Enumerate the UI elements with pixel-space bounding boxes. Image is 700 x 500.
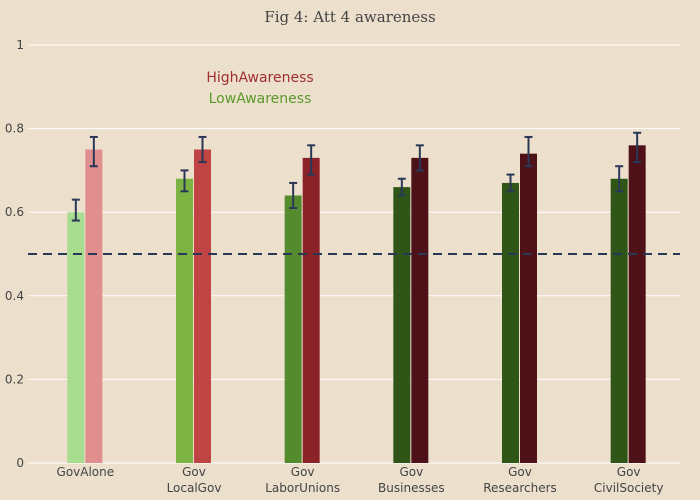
y-tick-label: 1 <box>16 38 24 52</box>
y-axis-ticks: 0 0.2 0.4 0.6 0.8 1 <box>5 38 24 470</box>
x-tick-label: Gov <box>182 465 206 479</box>
x-tick-label: Gov <box>508 465 532 479</box>
error-bar <box>415 144 424 172</box>
error-bars <box>71 131 642 222</box>
bar-highawareness-0 <box>85 149 103 463</box>
error-bar <box>506 173 515 193</box>
y-tick-label: 0 <box>16 456 24 470</box>
x-tick-label: Businesses <box>378 481 445 495</box>
x-tick-label: LaborUnions <box>265 481 340 495</box>
bar-lowawareness-4 <box>502 182 519 463</box>
bar-highawareness-5 <box>628 145 646 463</box>
bar-lowawareness-2 <box>284 195 302 464</box>
error-bar <box>89 135 98 168</box>
bars <box>67 145 646 464</box>
error-bar <box>524 135 533 168</box>
error-bar <box>71 198 80 222</box>
y-tick-label: 0.4 <box>5 289 24 303</box>
x-tick-label: Researchers <box>483 481 557 495</box>
x-tick-label: Gov <box>399 465 423 479</box>
bar-highawareness-3 <box>411 157 429 464</box>
error-bar <box>397 177 406 197</box>
error-bar <box>198 135 207 164</box>
x-axis-ticks: GovAlone Gov LocalGov Gov LaborUnions Gov Busi… <box>57 465 664 495</box>
x-tick-label: LocalGov <box>167 481 222 495</box>
x-tick-label: Gov <box>617 465 641 479</box>
bar-lowawareness-0 <box>67 212 85 463</box>
bar-highawareness-1 <box>194 149 211 463</box>
y-tick-label: 0.8 <box>5 122 24 136</box>
error-bar <box>307 144 316 176</box>
error-bar <box>289 181 298 210</box>
x-tick-label: CivilSociety <box>594 481 664 495</box>
grid-lines <box>28 44 680 464</box>
x-tick-label: Gov <box>291 465 315 479</box>
bar-highawareness-2 <box>302 157 320 464</box>
bar-highawareness-4 <box>520 153 537 463</box>
bar-lowawareness-3 <box>393 187 411 463</box>
error-bar <box>180 169 189 193</box>
legend-entry-highawareness: HighAwareness <box>206 70 313 86</box>
bar-lowawareness-5 <box>610 178 628 463</box>
error-bar <box>615 165 624 193</box>
y-tick-label: 0.6 <box>5 205 24 219</box>
legend-entry-lowawareness: LowAwareness <box>209 91 312 107</box>
chart-title: Fig 4: Att 4 awareness <box>264 8 435 26</box>
legend: HighAwareness LowAwareness <box>206 70 313 107</box>
bar-lowawareness-1 <box>176 178 193 463</box>
y-tick-label: 0.2 <box>5 372 24 386</box>
x-tick-label: GovAlone <box>57 465 115 479</box>
error-bar <box>633 131 642 164</box>
